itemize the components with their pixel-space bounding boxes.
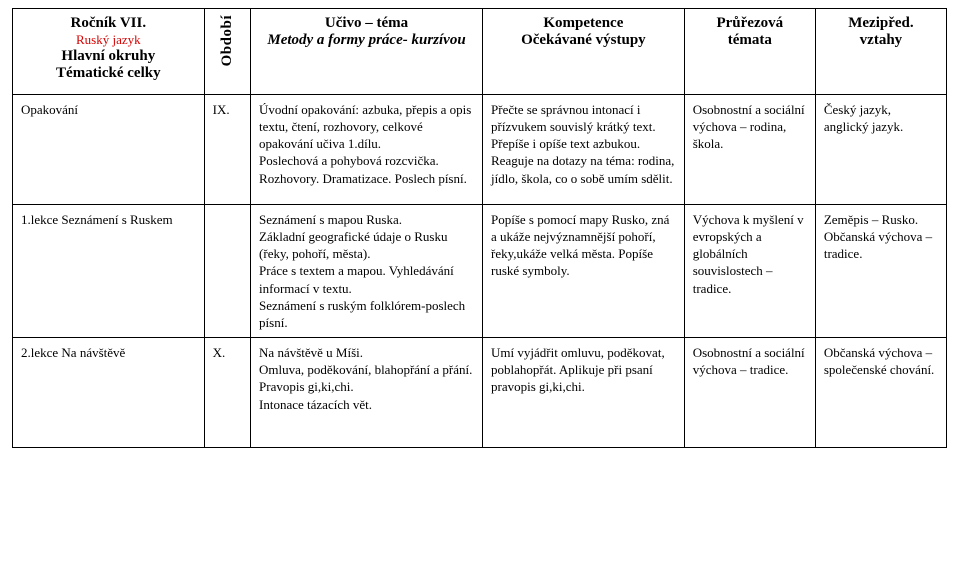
cell-pruz: Osobnostní a sociální výchova – tradice. bbox=[684, 338, 815, 448]
cell-period: IX. bbox=[204, 95, 250, 205]
pruz-line1: Průřezová bbox=[693, 15, 807, 32]
pruz-line2: témata bbox=[693, 32, 807, 49]
table-row: 1.lekce Seznámení s Ruskem Seznámení s m… bbox=[13, 205, 947, 338]
cell-ucivo: Na návštěvě u Míši. Omluva, poděkování, … bbox=[251, 338, 483, 448]
komp-line2: Očekávané výstupy bbox=[491, 32, 676, 49]
cell-period bbox=[204, 205, 250, 338]
cell-komp: Umí vyjádřit omluvu, poděkovat, poblahop… bbox=[483, 338, 685, 448]
col-header-period: Období bbox=[204, 9, 250, 95]
cell-ucivo: Úvodní opakování: azbuka, přepis a opis … bbox=[251, 95, 483, 205]
cell-period: X. bbox=[204, 338, 250, 448]
subject-line: Ruský jazyk bbox=[21, 32, 196, 48]
col-header-kompetence: Kompetence Očekávané výstupy bbox=[483, 9, 685, 95]
col-header-topic: Ročník VII. Ruský jazyk Hlavní okruhy Té… bbox=[13, 9, 205, 95]
col-header-mezipred: Mezipřed. vztahy bbox=[815, 9, 946, 95]
topic-main: Hlavní okruhy bbox=[21, 48, 196, 65]
ucivo-line2: Metody a formy práce- kurzívou bbox=[259, 32, 474, 49]
table-header-row: Ročník VII. Ruský jazyk Hlavní okruhy Té… bbox=[13, 9, 947, 95]
cell-mezip: Český jazyk, anglický jazyk. bbox=[815, 95, 946, 205]
cell-pruz: Výchova k myšlení v evropských a globáln… bbox=[684, 205, 815, 338]
komp-line1: Kompetence bbox=[491, 15, 676, 32]
curriculum-table: Ročník VII. Ruský jazyk Hlavní okruhy Té… bbox=[12, 8, 947, 448]
col-header-prurezova: Průřezová témata bbox=[684, 9, 815, 95]
cell-mezip: Občanská výchova – společenské chování. bbox=[815, 338, 946, 448]
cell-ucivo: Seznámení s mapou Ruska.Základní geograf… bbox=[251, 205, 483, 338]
mezip-line1: Mezipřed. bbox=[824, 15, 938, 32]
cell-topic: Opakování bbox=[13, 95, 205, 205]
cell-topic: 2.lekce Na návštěvě bbox=[13, 338, 205, 448]
cell-mezip: Zeměpis – Rusko.Občanská výchova – tradi… bbox=[815, 205, 946, 338]
mezip-line2: vztahy bbox=[824, 32, 938, 49]
cell-komp: Popíše s pomocí mapy Rusko, zná a ukáže … bbox=[483, 205, 685, 338]
table-row: 2.lekce Na návštěvě X. Na návštěvě u Míš… bbox=[13, 338, 947, 448]
cell-komp: Přečte se správnou intonací i přízvukem … bbox=[483, 95, 685, 205]
topic-sub: Tématické celky bbox=[21, 65, 196, 82]
period-label: Období bbox=[219, 15, 236, 66]
cell-topic: 1.lekce Seznámení s Ruskem bbox=[13, 205, 205, 338]
grade-line: Ročník VII. bbox=[21, 15, 196, 32]
cell-pruz: Osobnostní a sociální výchova – rodina, … bbox=[684, 95, 815, 205]
ucivo-line1: Učivo – téma bbox=[259, 15, 474, 32]
table-row: Opakování IX. Úvodní opakování: azbuka, … bbox=[13, 95, 947, 205]
col-header-ucivo: Učivo – téma Metody a formy práce- kurzí… bbox=[251, 9, 483, 95]
